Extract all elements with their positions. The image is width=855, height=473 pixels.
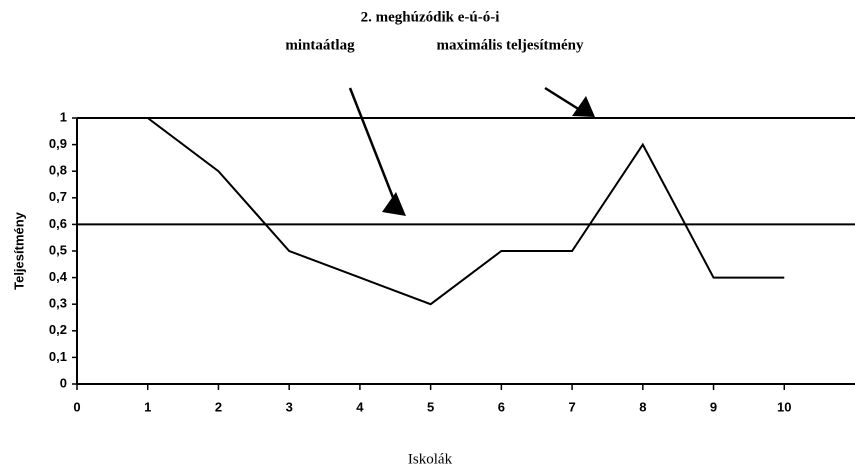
- x-tick-label: 10: [777, 399, 791, 414]
- annotation: maximális teljesítmény: [436, 37, 584, 53]
- annotation: mintaátlag: [285, 37, 355, 53]
- x-tick-label: 2: [215, 399, 222, 414]
- y-tick-label: 0,8: [49, 163, 67, 178]
- x-tick-label: 3: [286, 399, 293, 414]
- x-tick-label: 1: [144, 399, 151, 414]
- y-tick-label: 0,1: [49, 349, 67, 364]
- y-tick-label: 0,7: [49, 189, 67, 204]
- x-tick-label: 7: [568, 399, 575, 414]
- arrow: [348, 86, 581, 201]
- x-axis-label: Iskolák: [408, 451, 453, 467]
- arrow-head: [572, 96, 595, 117]
- x-tick-label: 4: [356, 399, 364, 414]
- x-tick-label: 5: [427, 399, 434, 414]
- x-tick-label: 8: [639, 399, 646, 414]
- x-tick-label: 6: [498, 399, 505, 414]
- y-tick-label: 0,4: [49, 269, 68, 284]
- x-tick-label: 0: [73, 399, 80, 414]
- y-tick-label: 0,5: [49, 242, 67, 257]
- y-tick-label: 0,2: [49, 322, 67, 337]
- x-tick-label: 9: [710, 399, 717, 414]
- chart-title: 2. meghúzódik e-ú-ó-i: [361, 9, 500, 25]
- y-tick-label: 0: [60, 375, 67, 390]
- y-tick-label: 1: [60, 109, 67, 124]
- arrow-head: [382, 192, 406, 216]
- y-tick-label: 0,3: [49, 296, 67, 311]
- y-axis-label: Teljesítmény: [11, 211, 26, 290]
- data-line: [147, 117, 785, 306]
- y-tick-label: 0,6: [49, 216, 67, 231]
- y-tick-label: 0,9: [49, 136, 67, 151]
